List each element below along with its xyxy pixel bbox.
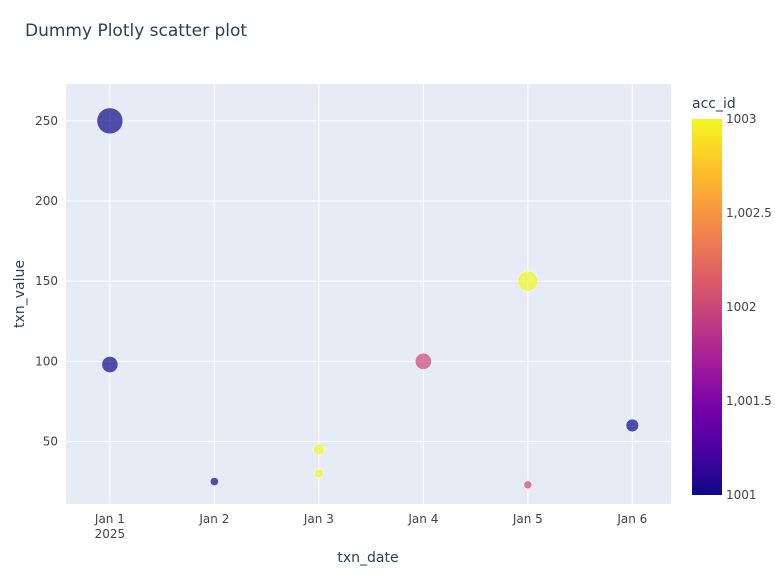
- x-tick-label: Jan 4: [407, 512, 438, 526]
- grid-lines: [66, 84, 671, 504]
- x-axis-title: txn_date: [337, 550, 398, 566]
- y-tick-label: 150: [35, 274, 58, 288]
- x-tick-sublabel: 2025: [95, 527, 126, 541]
- scatter-point: [101, 356, 119, 373]
- scatter-point: [414, 352, 432, 370]
- scatter-point: [625, 418, 639, 433]
- scatter-point: [314, 468, 324, 479]
- scatter-point: [210, 477, 219, 486]
- scatter-point: [96, 107, 124, 135]
- chart-title: Dummy Plotly scatter plot: [25, 21, 247, 41]
- y-axis-ticks: 50 100 150 200 250: [35, 114, 58, 449]
- y-tick-label: 200: [35, 194, 58, 208]
- x-tick-label: Jan 2: [198, 512, 229, 526]
- plot-area[interactable]: [66, 84, 671, 504]
- scatter-point: [517, 270, 539, 292]
- x-tick-label: Jan 5: [512, 512, 543, 526]
- colorbar-tick-label: 1,002.5: [726, 206, 772, 220]
- scatter-point: [313, 443, 325, 456]
- x-tick-label: Jan 1: [94, 512, 125, 526]
- x-tick-label: Jan 6: [616, 512, 647, 526]
- colorbar-tick-label: 1,001.5: [726, 394, 772, 408]
- colorbar-tick-label: 1003: [726, 112, 757, 126]
- colorbar: [692, 119, 722, 495]
- colorbar-title: acc_id: [692, 96, 736, 112]
- x-tick-label: Jan 3: [303, 512, 334, 526]
- colorbar-tick-label: 1002: [726, 300, 757, 314]
- y-axis-title: txn_value: [12, 260, 28, 328]
- y-tick-label: 50: [43, 434, 58, 448]
- colorbar-tick-label: 1001: [726, 488, 757, 502]
- y-tick-label: 100: [35, 354, 58, 368]
- y-tick-label: 250: [35, 114, 58, 128]
- data-points: [96, 107, 639, 489]
- colorbar-ticks: 1003 1,002.5 1002 1,001.5 1001: [726, 112, 772, 502]
- scatter-point: [523, 480, 533, 489]
